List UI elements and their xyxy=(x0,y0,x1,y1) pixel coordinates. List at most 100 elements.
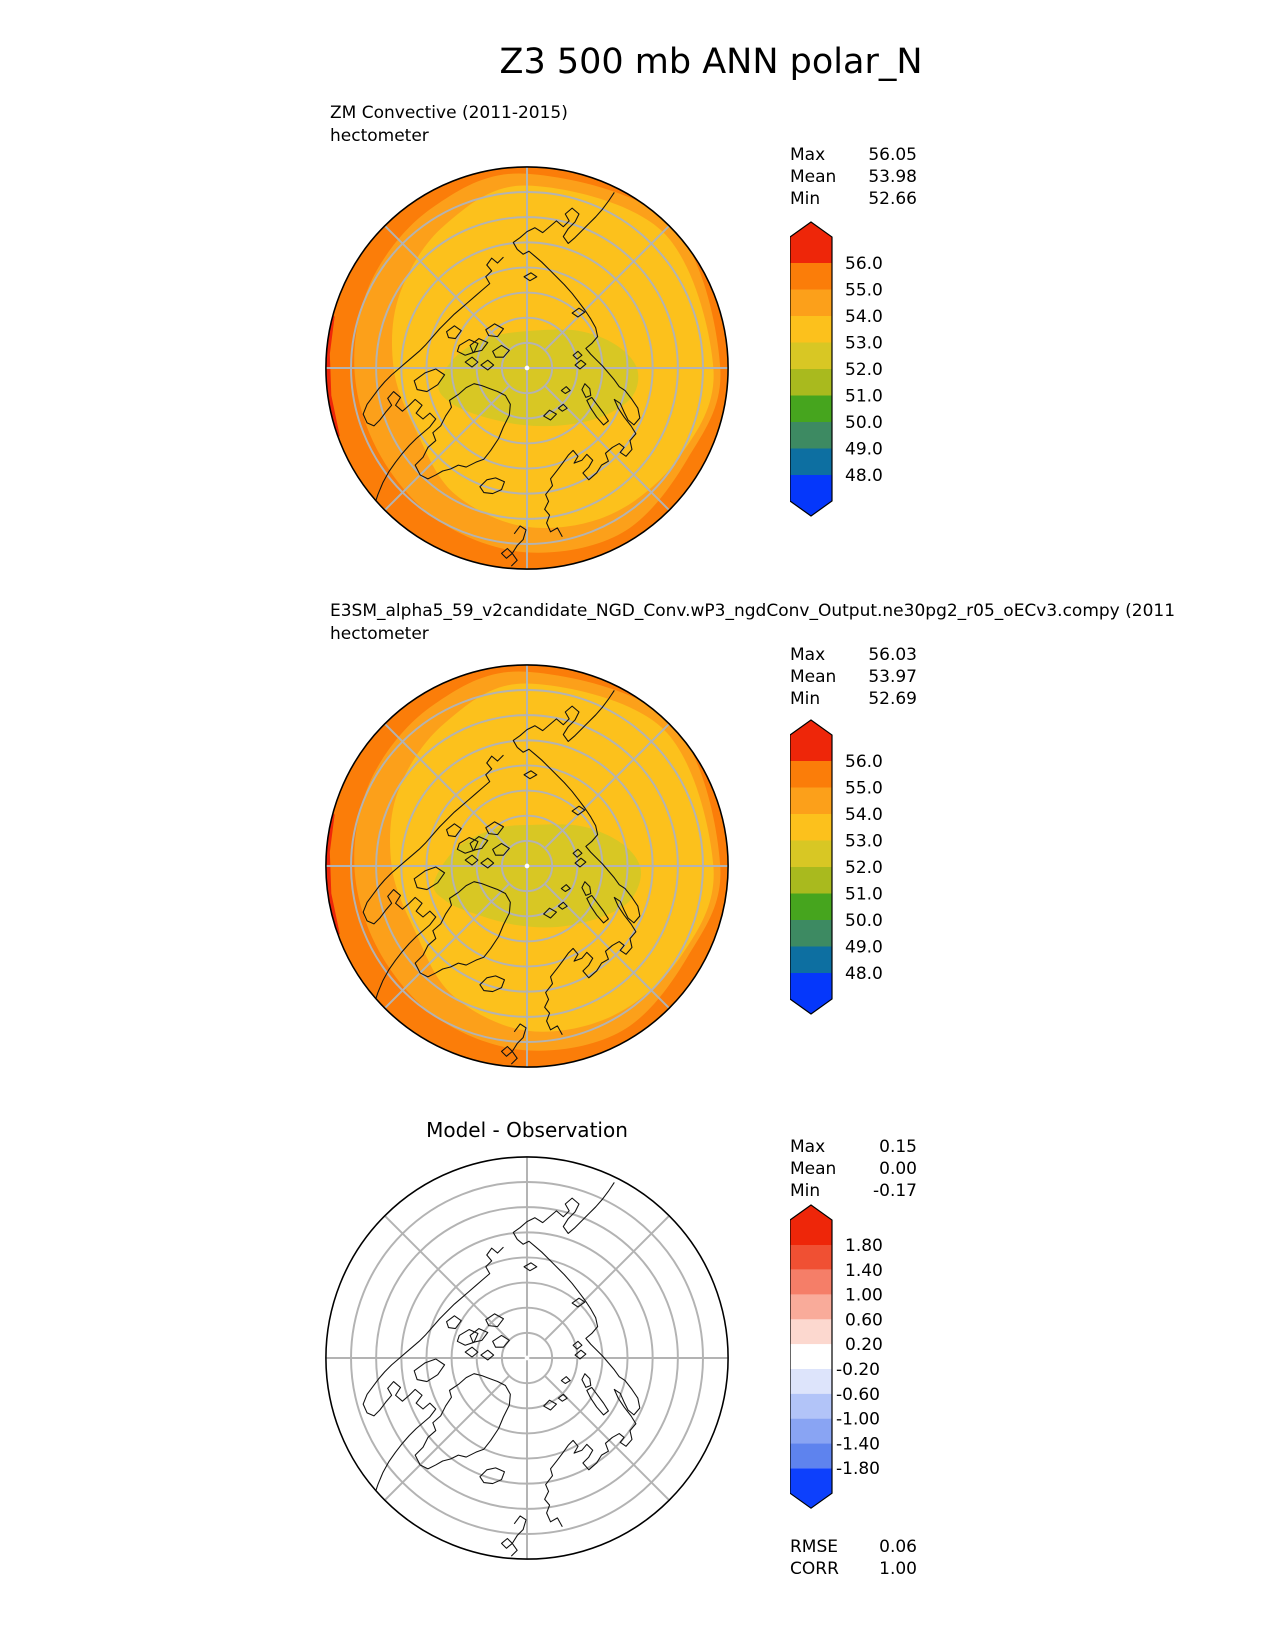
pole-dot xyxy=(524,365,530,371)
colorbar-tick: 52.0 xyxy=(845,858,883,878)
metric-value: 0.06 xyxy=(879,1537,917,1557)
colorbar-tick: 54.0 xyxy=(845,805,883,825)
colorbar-tick: 54.0 xyxy=(845,307,883,327)
colorbar-segment xyxy=(790,1269,832,1295)
stat-row: Min 52.69 xyxy=(790,688,917,710)
stat-value: 0.00 xyxy=(879,1159,917,1179)
stat-value: 0.15 xyxy=(879,1137,917,1157)
colorbar-tick: 50.0 xyxy=(845,911,883,931)
stat-value: 52.66 xyxy=(868,189,917,209)
colorbar-cap-bottom xyxy=(790,973,832,1014)
diff-title: Model - Observation xyxy=(426,1118,628,1142)
colorbar-segment xyxy=(790,1393,832,1419)
pole-dot xyxy=(524,1355,530,1361)
figure-title: Z3 500 mb ANN polar_N xyxy=(499,42,923,82)
diff-metrics: RMSE 0.06 CORR 1.00 xyxy=(790,1536,917,1580)
stat-label: Mean xyxy=(790,667,837,687)
stat-row: Max 0.15 xyxy=(790,1136,917,1158)
polar-map-canvas xyxy=(325,1156,729,1560)
coastlines xyxy=(362,1182,641,1557)
colorbar-tick: -1.00 xyxy=(836,1410,880,1430)
map-outline xyxy=(325,1156,729,1560)
polar-map-canvas xyxy=(325,664,729,1068)
colorbar-tick: 52.0 xyxy=(845,360,883,380)
colorbar-segment xyxy=(790,920,832,947)
colorbar-tick: 0.60 xyxy=(845,1310,883,1330)
colorbar-segment xyxy=(790,422,832,449)
colorbar-tick: 55.0 xyxy=(845,280,883,300)
fill-52-53 xyxy=(438,329,639,427)
colorbar-tick: 55.0 xyxy=(845,778,883,798)
graticule xyxy=(325,1156,729,1560)
colorbar-segment xyxy=(790,814,832,841)
colorbar-segment xyxy=(790,1443,832,1469)
panel1-units: hectometer xyxy=(330,126,429,146)
stat-row: Mean 53.97 xyxy=(790,666,917,688)
coastlines xyxy=(362,192,641,567)
colorbar-tick: 53.0 xyxy=(845,333,883,353)
colorbar-outline xyxy=(789,719,833,1015)
metric-value: 1.00 xyxy=(879,1559,917,1579)
panel2-units: hectometer xyxy=(330,624,429,644)
stat-value: 52.69 xyxy=(868,689,917,709)
colorbar-tick: 50.0 xyxy=(845,413,883,433)
colorbar-cap-bottom xyxy=(790,475,832,516)
panel1-label: ZM Convective (2011-2015) hectometer xyxy=(330,102,1275,148)
colorbar-tick: 53.0 xyxy=(845,831,883,851)
map-reference xyxy=(321,162,733,574)
colorbar-tick: 51.0 xyxy=(845,386,883,406)
colorbar-cap-top xyxy=(790,222,832,263)
metric-label: RMSE xyxy=(790,1537,839,1557)
pole-dot xyxy=(524,863,530,869)
stat-label: Min xyxy=(790,1181,821,1201)
colorbar-cap-top xyxy=(790,720,832,761)
panel2-dataset-name: E3SM_alpha5_59_v2candidate_NGD_Conv.wP3_… xyxy=(330,601,1176,621)
colorbar-tick: 1.80 xyxy=(845,1236,883,1256)
stat-label: Mean xyxy=(790,167,837,187)
colorbar-tick: 1.00 xyxy=(845,1286,883,1306)
colorbar-canvas: 56.0 55.0 54.0 53.0 52.0 51.0 50.0 49.0 48.0 xyxy=(789,221,883,517)
stats-reference: Max 56.05 Mean 53.98 Min 52.66 xyxy=(790,144,917,210)
colorbar-segment xyxy=(790,1319,832,1345)
colorbar-tick: 1.40 xyxy=(845,1261,883,1281)
colorbar-tick: -0.20 xyxy=(836,1360,880,1380)
colorbar-tick: 48.0 xyxy=(845,466,883,486)
stats-difference: Max 0.15 Mean 0.00 Min -0.17 xyxy=(790,1136,917,1202)
colorbar-cap-top xyxy=(790,1205,832,1245)
stat-row: Mean 0.00 xyxy=(790,1158,917,1180)
colorbar-tick: 51.0 xyxy=(845,884,883,904)
polar-map-canvas xyxy=(325,166,729,570)
stat-row: RMSE 0.06 xyxy=(790,1536,917,1558)
colorbar-segment xyxy=(790,787,832,814)
colorbar-canvas: 56.0 55.0 54.0 53.0 52.0 51.0 50.0 49.0 48.0 xyxy=(789,719,883,1015)
colorbar-segment xyxy=(790,840,832,867)
colorbar-tick: 0.20 xyxy=(845,1335,883,1355)
colorbar-tick: 49.0 xyxy=(845,937,883,957)
colorbar-segment xyxy=(790,867,832,894)
stat-label: Mean xyxy=(790,1159,837,1179)
panel1-dataset-name: ZM Convective (2011-2015) xyxy=(330,103,568,123)
stat-row: Max 56.05 xyxy=(790,144,917,166)
colorbar-segment xyxy=(790,448,832,475)
stat-value: -0.17 xyxy=(873,1181,917,1201)
stat-label: Max xyxy=(790,1137,826,1157)
stat-value: 53.97 xyxy=(868,667,917,687)
stat-row: Max 56.03 xyxy=(790,644,917,666)
colorbar-segment xyxy=(790,369,832,396)
stat-label: Min xyxy=(790,189,821,209)
colorbar-segment xyxy=(790,1294,832,1320)
colorbar-segment xyxy=(790,1344,832,1369)
stat-value: 56.05 xyxy=(868,145,917,165)
stat-row: Min -0.17 xyxy=(790,1180,917,1202)
colorbar-segment xyxy=(790,342,832,369)
colorbar-tick: -1.40 xyxy=(836,1434,880,1454)
colorbar-tick: -1.80 xyxy=(836,1459,880,1479)
colorbar-segment xyxy=(790,893,832,920)
colorbar-tick: 56.0 xyxy=(845,254,883,274)
colorbar-segment xyxy=(790,1369,832,1394)
colorbar-canvas: 1.80 1.40 1.00 0.60 0.20 -0.20 -0.60 -1.00 -1.40… xyxy=(789,1204,883,1509)
colorbar-difference: 1.80 1.40 1.00 0.60 0.20 -0.20 -0.60 -1.00 -1.40… xyxy=(789,1198,920,1518)
panel2-label: E3SM_alpha5_59_v2candidate_NGD_Conv.wP3_… xyxy=(330,600,1275,646)
colorbar-tick: 48.0 xyxy=(845,964,883,984)
colorbar-outline xyxy=(789,221,833,517)
